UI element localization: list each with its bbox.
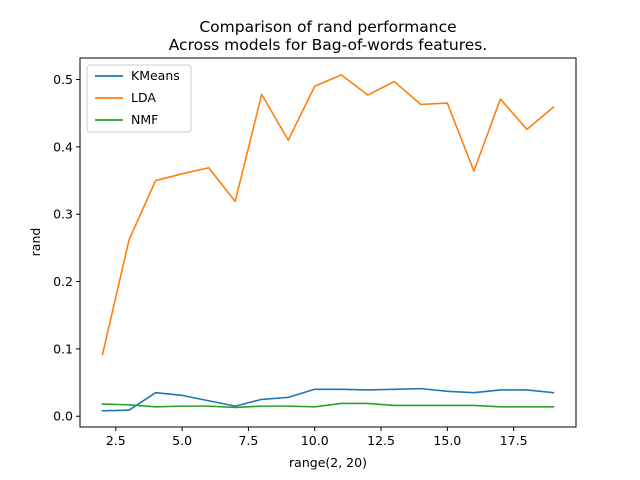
x-tick-label: 5.0 <box>172 433 192 448</box>
x-tick-label: 12.5 <box>367 433 395 448</box>
series-layer <box>101 74 555 412</box>
y-tick-label: 0.3 <box>53 207 73 222</box>
legend-label-lda: LDA <box>131 90 156 105</box>
x-tick-label: 17.5 <box>500 433 528 448</box>
y-tick-label: 0.2 <box>53 274 73 289</box>
plot-frame <box>79 57 577 428</box>
chart-subtitle: Across models for Bag-of-words features. <box>169 36 488 54</box>
legend-label-nmf: NMF <box>131 112 158 127</box>
ticks-layer: 2.5 5.0 7.5 10.0 12.5 15.0 17.5 0.0 0.1 0.2 0.3 0.4… <box>53 72 527 448</box>
x-tick-label: 10.0 <box>301 433 329 448</box>
y-tick-label: 0.4 <box>53 139 73 154</box>
y-tick-label: 0.5 <box>53 72 73 87</box>
y-tick-label: 0.1 <box>53 341 73 356</box>
x-axis-label: range(2, 20) <box>289 455 367 470</box>
series-line-kmeans <box>101 387 555 412</box>
y-tick-label: 0.0 <box>53 409 73 424</box>
legend-box <box>86 64 192 133</box>
series-line-nmf <box>101 402 555 409</box>
legend: KMeans LDA NMF <box>86 64 192 133</box>
legend-label-kmeans: KMeans <box>131 68 180 83</box>
y-axis-label: rand <box>28 228 43 257</box>
x-tick-label: 15.0 <box>433 433 461 448</box>
series-line-lda <box>101 74 555 356</box>
chart-title: Comparison of rand performance <box>199 18 456 36</box>
x-tick-label: 2.5 <box>106 433 126 448</box>
x-tick-label: 7.5 <box>238 433 258 448</box>
